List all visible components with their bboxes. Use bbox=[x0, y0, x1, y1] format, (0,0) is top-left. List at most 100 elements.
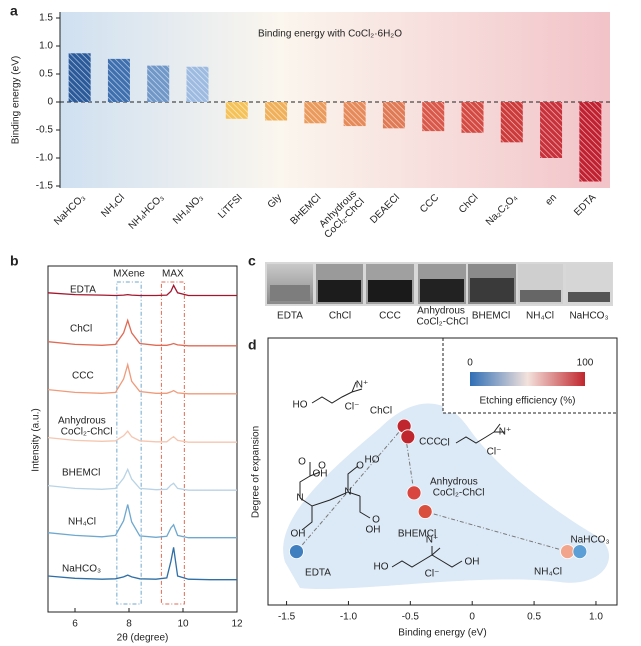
x-tick-label: Gly bbox=[266, 192, 284, 210]
structure-label: HO bbox=[293, 400, 308, 411]
trace bbox=[47, 283, 237, 297]
structure-label: O bbox=[298, 457, 306, 468]
x-tick-label: NH₄Cl bbox=[99, 192, 127, 220]
structure-label: N bbox=[296, 493, 303, 504]
trace-label: ChCl bbox=[70, 324, 92, 335]
bar bbox=[422, 102, 445, 132]
point-label: EDTA bbox=[305, 568, 331, 579]
structure-label: Cl⁻ bbox=[345, 402, 360, 413]
bar bbox=[68, 53, 91, 102]
trace bbox=[47, 504, 237, 539]
region bbox=[160, 281, 185, 605]
trace bbox=[47, 318, 237, 347]
bar bbox=[382, 102, 405, 129]
x-tick-label: Na₂C₂O₄ bbox=[484, 192, 520, 228]
x-tick-label: 6 bbox=[72, 619, 78, 630]
structure-label: OH bbox=[313, 469, 328, 480]
x-tick-label: ChCl bbox=[457, 192, 481, 216]
structure-label: O bbox=[356, 461, 364, 472]
x-axis-label: 2θ (degree) bbox=[117, 633, 169, 644]
point bbox=[289, 544, 304, 559]
x-tick-label: 12 bbox=[231, 619, 243, 630]
point bbox=[560, 544, 575, 559]
point bbox=[406, 485, 422, 501]
chart-title: Binding energy with CoCl₂·6H₂O bbox=[258, 29, 402, 40]
photo-label: Anhydrous CoCl₂-ChCl bbox=[414, 305, 468, 327]
bar bbox=[107, 58, 130, 102]
x-tick-label: NaHCO₃ bbox=[52, 192, 87, 227]
photo-label: NaHCO₃ bbox=[569, 311, 608, 322]
x-tick-label: 10 bbox=[177, 619, 189, 630]
x-axis-label: Binding energy (eV) bbox=[398, 628, 486, 639]
bar bbox=[304, 102, 327, 124]
x-tick-label: NH₄HCO₃ bbox=[127, 192, 166, 231]
structure-label: O bbox=[318, 461, 326, 472]
plot-frame bbox=[267, 337, 618, 606]
bar bbox=[186, 66, 209, 102]
bar bbox=[265, 102, 288, 121]
structure-label: Cl bbox=[440, 438, 449, 449]
bar bbox=[579, 102, 602, 182]
y-tick-label: -1.0 bbox=[36, 153, 54, 164]
bar bbox=[343, 102, 366, 127]
x-tick-label: -1.5 bbox=[278, 612, 296, 623]
x-tick-label: EDTA bbox=[572, 192, 598, 218]
structure-label: O bbox=[372, 515, 380, 526]
connector bbox=[425, 511, 568, 553]
trace-label: Anhydrous CoCl₂-ChCl bbox=[58, 415, 112, 437]
bar bbox=[540, 102, 563, 158]
x-tick-label: en bbox=[543, 192, 559, 208]
structure-label: N⁺ bbox=[426, 535, 439, 546]
point-label: CCC bbox=[419, 437, 441, 448]
structure-label: OH bbox=[291, 529, 306, 540]
plot-frame bbox=[47, 265, 238, 613]
structure-label: N⁺ bbox=[356, 380, 369, 391]
structure-label: OH bbox=[366, 525, 381, 536]
region bbox=[116, 281, 142, 605]
structure-label: OH bbox=[465, 557, 480, 568]
photo-label: EDTA bbox=[277, 311, 303, 322]
y-axis-label: Intensity (a.u.) bbox=[31, 408, 42, 471]
structure-label: HO bbox=[365, 455, 380, 466]
point-label: NH₄Cl bbox=[534, 567, 562, 578]
structure-label: N bbox=[344, 487, 351, 498]
photo-label: NH₄Cl bbox=[526, 311, 554, 322]
y-tick-label: -0.5 bbox=[36, 125, 54, 136]
x-tick-label: NH₄NO₃ bbox=[171, 192, 205, 226]
colorbar-tick-label: 100 bbox=[577, 358, 594, 369]
x-tick-label: 0 bbox=[469, 612, 475, 623]
panel-label: a bbox=[10, 3, 18, 19]
trace bbox=[47, 467, 237, 491]
point bbox=[572, 544, 588, 559]
bar bbox=[147, 65, 170, 102]
point-label: NaHCO₃ bbox=[570, 535, 609, 546]
bar bbox=[500, 102, 523, 143]
point-label: BHEMCl bbox=[398, 529, 436, 540]
trace-label: NaHCO₃ bbox=[62, 564, 101, 575]
colorbar-label: Etching efficiency (%) bbox=[480, 396, 576, 407]
trace-label: NH₄Cl bbox=[68, 517, 96, 528]
trace-label: CCC bbox=[72, 371, 94, 382]
structure-label: Cl⁻ bbox=[425, 569, 440, 580]
structures bbox=[299, 381, 505, 568]
y-axis-label: Degree of expansion bbox=[251, 426, 262, 518]
x-tick-label: -1.0 bbox=[340, 612, 358, 623]
region-label: MXene bbox=[113, 269, 145, 280]
structure-label: HO bbox=[374, 562, 389, 573]
panel-label: d bbox=[248, 337, 257, 353]
panel-label: b bbox=[10, 253, 19, 269]
trace bbox=[47, 547, 237, 581]
point-label: Anhydrous CoCl₂-ChCl bbox=[430, 476, 484, 498]
point bbox=[400, 429, 416, 445]
panel-label: c bbox=[248, 253, 256, 269]
trace-label: EDTA bbox=[70, 285, 96, 296]
connector bbox=[296, 425, 405, 552]
x-tick-label: 0.5 bbox=[527, 612, 541, 623]
y-axis-label: Binding energy (eV) bbox=[11, 56, 22, 144]
photo-label: CCC bbox=[379, 311, 401, 322]
y-tick-label: 0 bbox=[47, 97, 53, 108]
photo bbox=[265, 262, 613, 306]
x-tick-label: 1.0 bbox=[589, 612, 603, 623]
x-tick-label: -0.5 bbox=[402, 612, 420, 623]
